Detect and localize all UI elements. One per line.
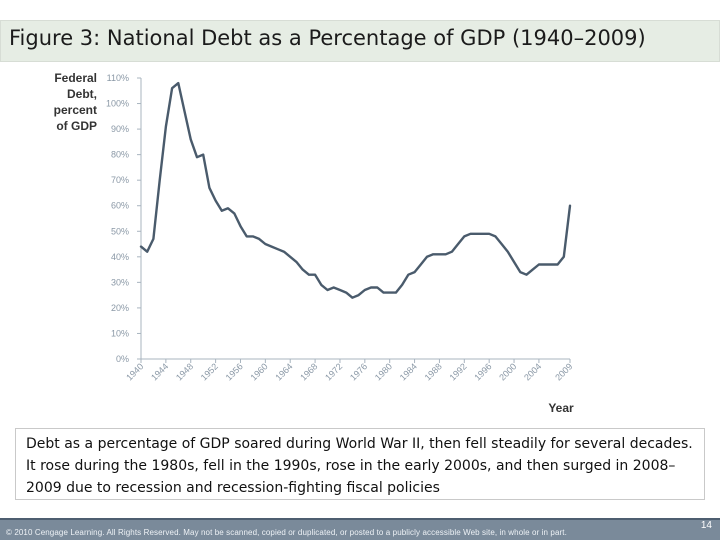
x-tick-label: 1940 <box>124 361 145 382</box>
y-axis-ticks: 0% 10% 20% 30% 40% 50% 60% 70% 80% 90% 100% 110% <box>106 73 141 364</box>
x-tick-label: 2009 <box>553 361 574 382</box>
x-tick-label: 1944 <box>149 361 170 382</box>
debt-line-chart: Federal Debt, percent of GDP 0% 10% 20% 30% 40%… <box>54 71 575 415</box>
y-axis-title-line: percent <box>54 103 97 117</box>
x-tick-label: 1992 <box>447 361 468 382</box>
y-tick-label: 20% <box>111 303 129 313</box>
x-tick-label: 1964 <box>273 361 294 382</box>
y-tick-label: 10% <box>111 328 129 338</box>
slide-title-bar: Figure 3: National Debt as a Percentage … <box>0 20 720 62</box>
footer-bar <box>0 518 720 540</box>
footer-divider <box>0 518 720 520</box>
x-tick-label: 1984 <box>398 361 419 382</box>
y-tick-label: 100% <box>106 99 129 109</box>
y-tick-label: 110% <box>107 73 129 83</box>
page-number: 14 <box>700 520 712 531</box>
x-axis-title: Year <box>548 401 574 415</box>
x-tick-label: 1972 <box>323 361 344 382</box>
y-tick-label: 70% <box>111 175 129 185</box>
x-tick-label: 1968 <box>298 361 319 382</box>
y-tick-label: 40% <box>111 252 129 262</box>
plot-area <box>140 78 574 360</box>
slide-title: Figure 3: National Debt as a Percentage … <box>9 26 646 50</box>
y-axis-title-line: of GDP <box>56 119 97 133</box>
x-tick-label: 1976 <box>348 361 369 382</box>
y-axis-title-line: Federal <box>54 71 97 85</box>
caption-box: Debt as a percentage of GDP soared durin… <box>15 428 705 500</box>
x-tick-label: 1960 <box>249 361 270 382</box>
x-tick-label: 1996 <box>472 361 493 382</box>
caption-text: Debt as a percentage of GDP soared durin… <box>26 436 693 496</box>
x-tick-label: 1980 <box>373 361 394 382</box>
debt-series-line <box>139 81 572 299</box>
y-axis-title-line: Debt, <box>67 87 97 101</box>
y-tick-label: 50% <box>111 226 129 236</box>
x-tick-label: 1988 <box>423 361 444 382</box>
x-tick-label: 1956 <box>224 361 245 382</box>
y-tick-label: 90% <box>111 124 129 134</box>
y-tick-label: 80% <box>111 150 129 160</box>
y-tick-label: 60% <box>111 201 129 211</box>
x-tick-label: 1948 <box>174 361 195 382</box>
y-tick-label: 0% <box>116 354 129 364</box>
x-axis-ticks: 1940 1944 1948 1952 1956 1960 1964 1968 1972 1976… <box>124 359 574 383</box>
x-tick-label: 2004 <box>522 361 543 382</box>
copyright-notice: © 2010 Cengage Learning. All Rights Rese… <box>6 528 567 537</box>
y-axis-title: Federal Debt, percent of GDP <box>54 71 97 133</box>
y-tick-label: 30% <box>111 277 129 287</box>
x-tick-label: 1952 <box>199 361 220 382</box>
x-tick-label: 2000 <box>497 361 518 382</box>
